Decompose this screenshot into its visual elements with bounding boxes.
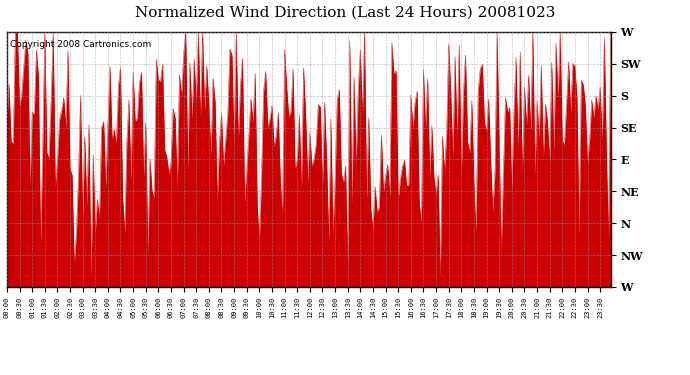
Text: Normalized Wind Direction (Last 24 Hours) 20081023: Normalized Wind Direction (Last 24 Hours… <box>135 6 555 20</box>
Text: Copyright 2008 Cartronics.com: Copyright 2008 Cartronics.com <box>10 39 151 48</box>
